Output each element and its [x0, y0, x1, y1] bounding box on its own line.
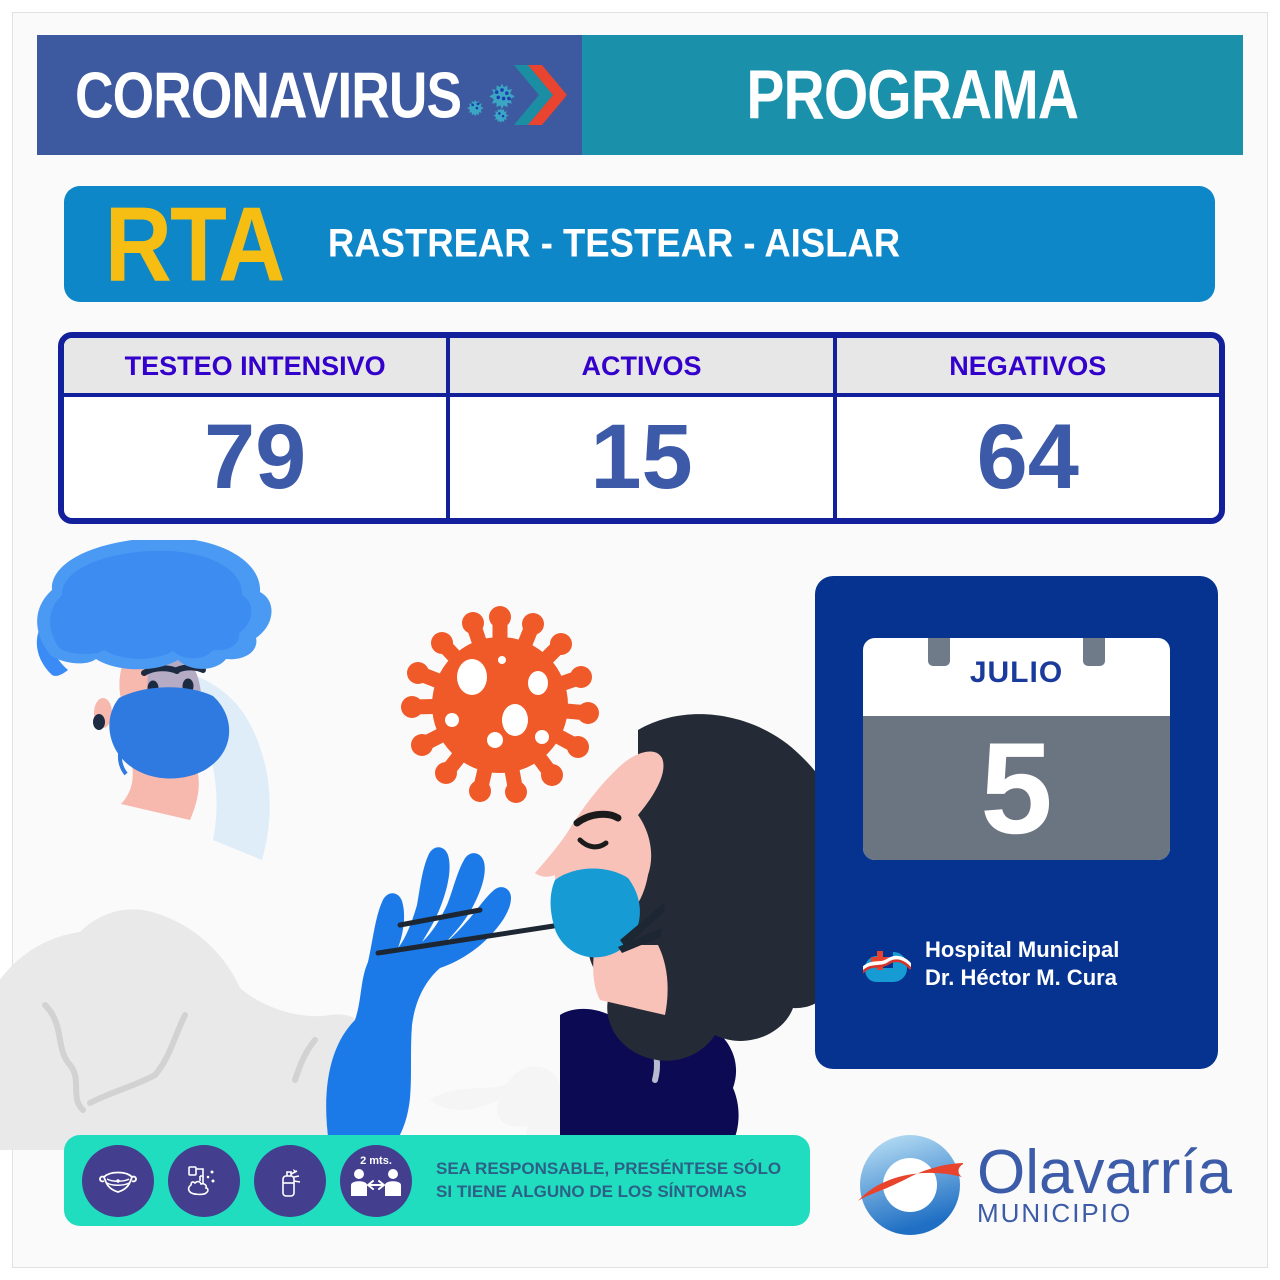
svg-text:2 mts.: 2 mts.: [360, 1155, 392, 1167]
